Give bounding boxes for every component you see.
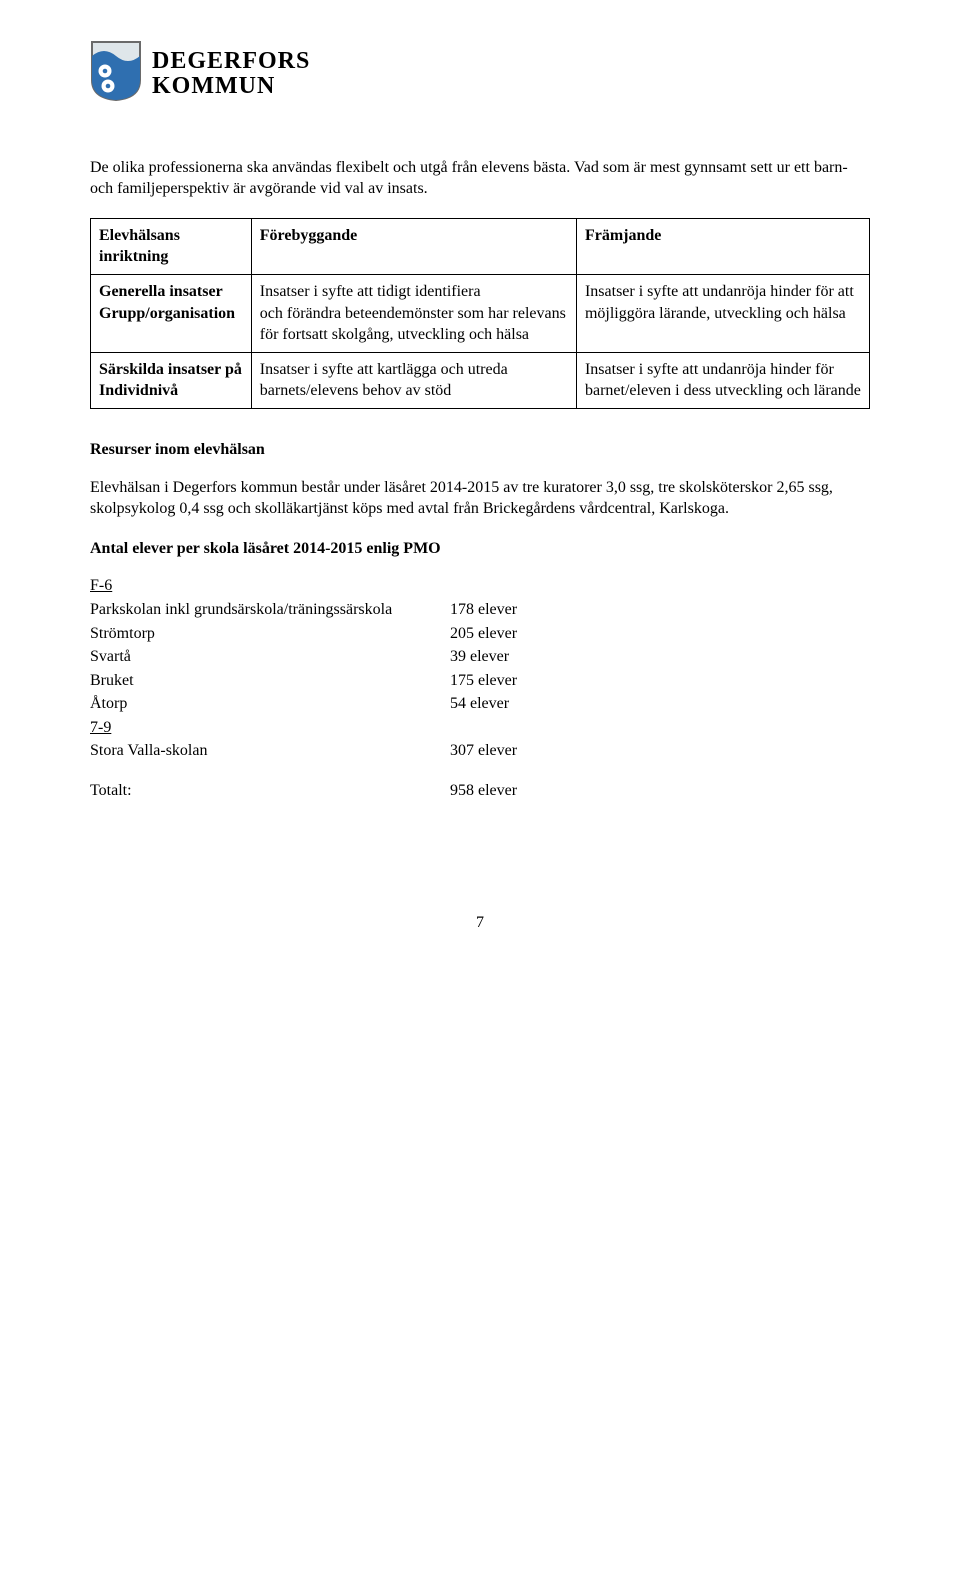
wordmark-line1: DEGERFORS — [152, 49, 310, 74]
wordmark: DEGERFORS KOMMUN — [152, 49, 310, 99]
wordmark-line2: KOMMUN — [152, 74, 310, 99]
schools-list: F-6 Parkskolan inkl grundsärskola/tränin… — [90, 575, 870, 801]
row-label-a: Generella insatser — [99, 281, 243, 303]
interventions-table: Elevhälsans inriktning Förebyggande Främ… — [90, 218, 870, 409]
page-number: 7 — [90, 912, 870, 934]
table-cell: Insatser i syfte att tidigt identifiera … — [251, 274, 576, 352]
spacer — [90, 764, 870, 778]
school-count: 39 elever — [450, 646, 870, 668]
table-header-2: Förebyggande — [251, 218, 576, 274]
school-name: Åtorp — [90, 693, 450, 715]
school-count: 175 elever — [450, 670, 870, 692]
table-row: Generella insatser Grupp/organisation In… — [91, 274, 870, 352]
count-heading: Antal elever per skola läsåret 2014-2015… — [90, 538, 870, 560]
table-header-3: Främjande — [576, 218, 869, 274]
school-count: 54 elever — [450, 693, 870, 715]
table-cell: Insatser i syfte att undanröja hinder fö… — [576, 352, 869, 408]
school-name: Parkskolan inkl grundsärskola/träningssä… — [90, 599, 450, 621]
municipality-logo: DEGERFORS KOMMUN — [90, 40, 870, 109]
resources-heading: Resurser inom elevhälsan — [90, 439, 870, 461]
row-label-b: Grupp/organisation — [99, 303, 243, 325]
table-row: Särskilda insatser på Individnivå Insats… — [91, 352, 870, 408]
table-cell: Insatser i syfte att kartlägga och utred… — [251, 352, 576, 408]
resources-paragraph: Elevhälsan i Degerfors kommun består und… — [90, 477, 870, 520]
table-cell: Insatser i syfte att undanröja hinder fö… — [576, 274, 869, 352]
group-label: 7-9 — [90, 717, 870, 739]
shield-icon — [90, 40, 142, 109]
table-cell: Särskilda insatser på Individnivå — [91, 352, 252, 408]
row-label-b: Individnivå — [99, 380, 243, 402]
school-count: 307 elever — [450, 740, 870, 762]
table-cell: Generella insatser Grupp/organisation — [91, 274, 252, 352]
school-name: Strömtorp — [90, 623, 450, 645]
school-count: 205 elever — [450, 623, 870, 645]
school-count: 178 elever — [450, 599, 870, 621]
group-label: F-6 — [90, 575, 870, 597]
school-name: Bruket — [90, 670, 450, 692]
school-name: Svartå — [90, 646, 450, 668]
total-count: 958 elever — [450, 780, 870, 802]
total-label: Totalt: — [90, 780, 450, 802]
school-name: Stora Valla-skolan — [90, 740, 450, 762]
row-label-a: Särskilda insatser på — [99, 359, 243, 381]
table-header-1: Elevhälsans inriktning — [91, 218, 252, 274]
intro-paragraph: De olika professionerna ska användas fle… — [90, 157, 870, 200]
